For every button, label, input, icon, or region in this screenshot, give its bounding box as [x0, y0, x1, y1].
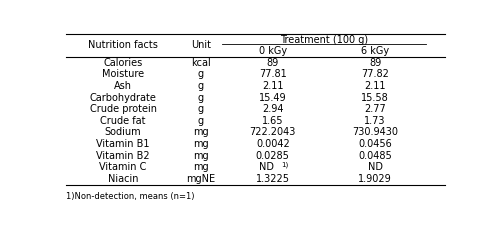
Text: 730.9430: 730.9430	[352, 127, 398, 137]
Text: 722.2043: 722.2043	[250, 127, 296, 137]
Text: Treatment (100 g): Treatment (100 g)	[280, 34, 368, 45]
Text: g: g	[198, 104, 204, 114]
Text: 15.49: 15.49	[259, 93, 286, 103]
Text: 2.94: 2.94	[262, 104, 283, 114]
Text: mg: mg	[193, 127, 209, 137]
Text: 15.58: 15.58	[361, 93, 389, 103]
Text: 2.77: 2.77	[364, 104, 386, 114]
Text: Vitamin B1: Vitamin B1	[96, 139, 150, 149]
Text: Nutrition facts: Nutrition facts	[88, 40, 158, 50]
Text: 0 kGy: 0 kGy	[258, 46, 287, 56]
Text: 89: 89	[369, 58, 381, 68]
Text: mgNE: mgNE	[186, 174, 216, 184]
Text: mg: mg	[193, 162, 209, 172]
Text: 0.0456: 0.0456	[358, 139, 392, 149]
Text: mg: mg	[193, 151, 209, 160]
Text: 1.65: 1.65	[262, 116, 283, 126]
Text: 77.82: 77.82	[361, 69, 389, 79]
Text: 1.3225: 1.3225	[256, 174, 290, 184]
Text: Carbohydrate: Carbohydrate	[90, 93, 157, 103]
Text: 2.11: 2.11	[364, 81, 386, 91]
Text: 77.81: 77.81	[259, 69, 286, 79]
Text: mg: mg	[193, 139, 209, 149]
Text: g: g	[198, 81, 204, 91]
Text: 0.0042: 0.0042	[256, 139, 289, 149]
Text: 1)Non-detection, means (n=1): 1)Non-detection, means (n=1)	[66, 192, 195, 201]
Text: Ash: Ash	[114, 81, 132, 91]
Text: ND: ND	[368, 162, 383, 172]
Text: 0.0485: 0.0485	[358, 151, 392, 160]
Text: g: g	[198, 116, 204, 126]
Text: Crude fat: Crude fat	[100, 116, 146, 126]
Text: Sodium: Sodium	[105, 127, 141, 137]
Text: g: g	[198, 69, 204, 79]
Text: 1.73: 1.73	[364, 116, 386, 126]
Text: 2.11: 2.11	[262, 81, 283, 91]
Text: Vitamin B2: Vitamin B2	[96, 151, 150, 160]
Text: 0.0285: 0.0285	[256, 151, 290, 160]
Text: ND: ND	[259, 162, 274, 172]
Text: Moisture: Moisture	[102, 69, 144, 79]
Text: Calories: Calories	[103, 58, 143, 68]
Text: Vitamin C: Vitamin C	[99, 162, 147, 172]
Text: 89: 89	[266, 58, 279, 68]
Text: kcal: kcal	[191, 58, 211, 68]
Text: Crude protein: Crude protein	[90, 104, 157, 114]
Text: Niacin: Niacin	[108, 174, 138, 184]
Text: 6 kGy: 6 kGy	[361, 46, 389, 56]
Text: 1.9029: 1.9029	[358, 174, 392, 184]
Text: 1): 1)	[282, 161, 289, 168]
Text: Unit: Unit	[191, 40, 211, 50]
Text: g: g	[198, 93, 204, 103]
